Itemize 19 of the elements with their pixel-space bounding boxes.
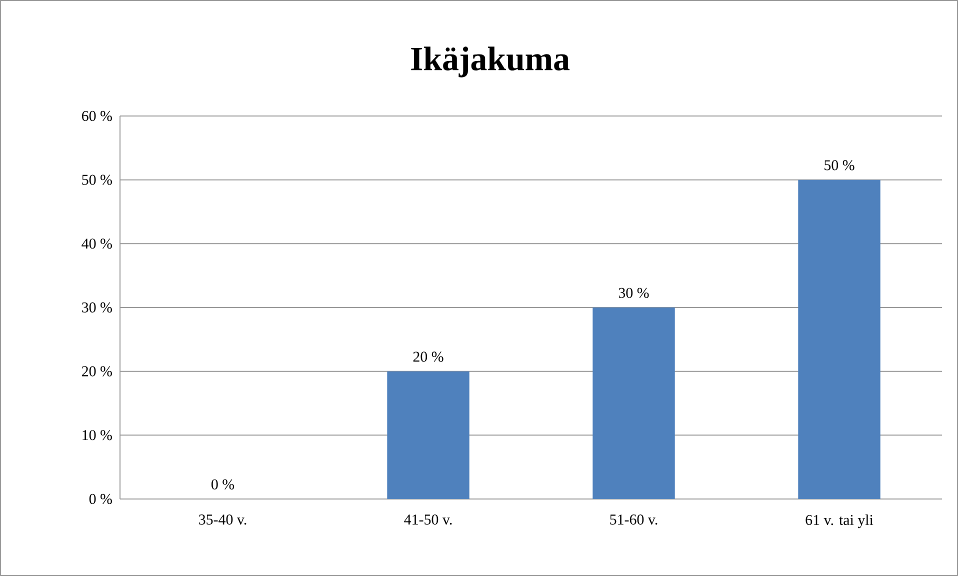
bar: [798, 180, 880, 499]
y-tick-label: 30 %: [82, 302, 112, 313]
bar: [387, 371, 470, 499]
y-tick-label: 40 %: [82, 238, 112, 249]
y-tick-label: 60 %: [82, 110, 112, 122]
y-tick-label: 50 %: [82, 174, 112, 185]
y-tick-label: 20 %: [82, 366, 112, 376]
bar: [592, 307, 675, 499]
y-tick-label: 0 %: [89, 494, 112, 504]
x-tick-label: 51-60 v.: [610, 514, 658, 525]
x-tick-label: 41-50 v.: [404, 514, 452, 525]
x-tick-label: 35-40 v.: [199, 514, 246, 525]
chart-title: Ikäjakuma: [411, 46, 570, 78]
y-tick-label: 10 %: [82, 430, 112, 440]
data-label: 30 %: [618, 288, 649, 298]
x-tick-label: 61 v. tai yli: [806, 514, 874, 528]
data-label: 20 %: [413, 352, 444, 362]
data-label: 50 %: [824, 160, 854, 170]
data-label: 0 %: [211, 479, 234, 490]
